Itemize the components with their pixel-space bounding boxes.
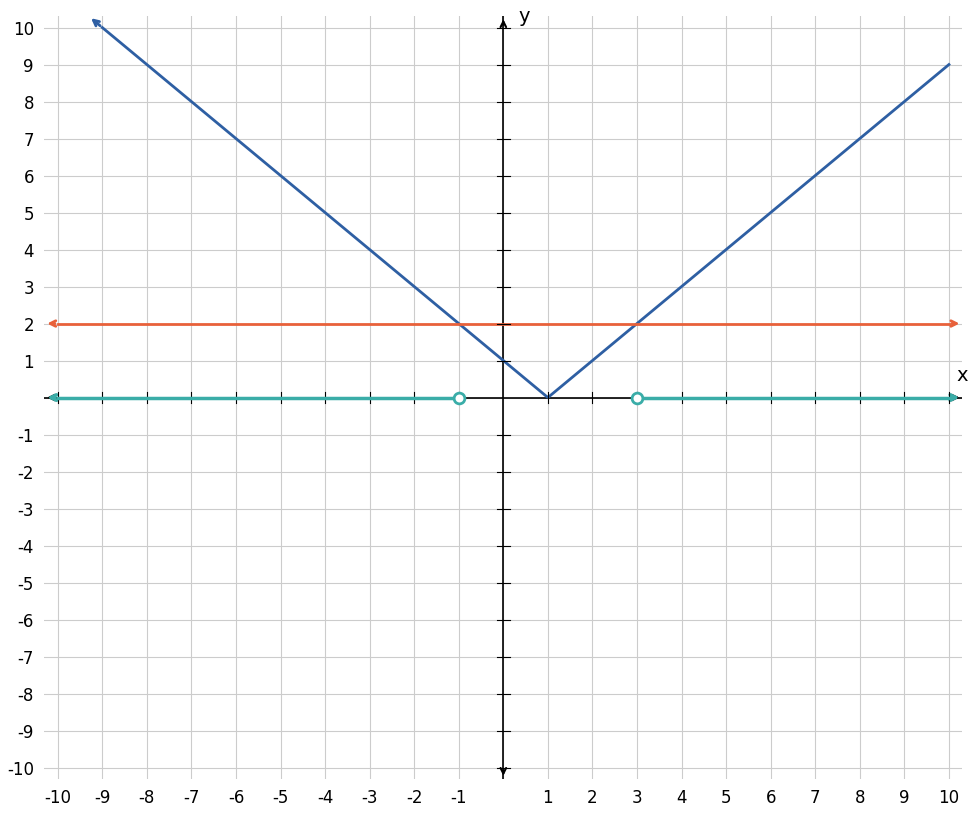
Point: [629, 391, 644, 404]
Text: y: y: [519, 7, 530, 26]
Text: x: x: [956, 365, 968, 384]
Point: [451, 391, 467, 404]
